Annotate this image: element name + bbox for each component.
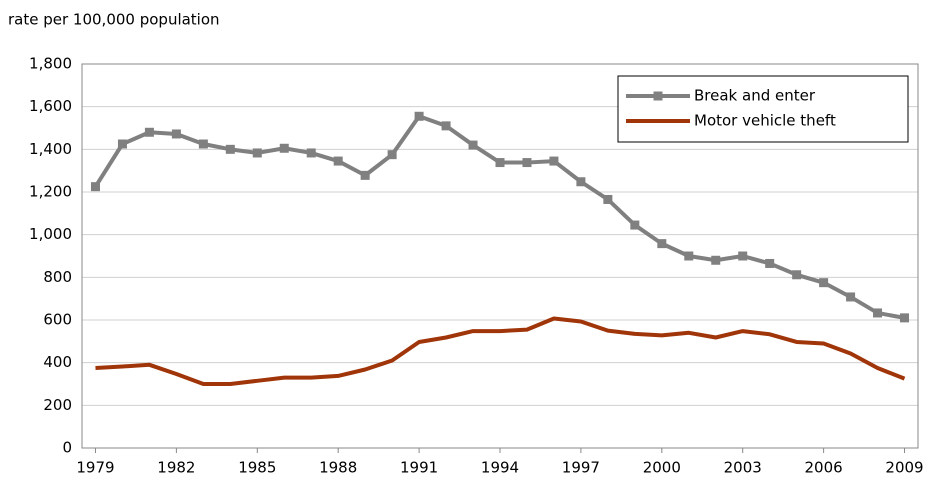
point-marker [90, 182, 100, 192]
point-marker [252, 148, 262, 158]
point-marker [711, 255, 721, 265]
x-tick-label: 1997 [562, 459, 600, 477]
point-marker [171, 129, 181, 139]
x-tick-label: 1991 [400, 459, 438, 477]
x-tick-label: 1988 [319, 459, 357, 477]
point-marker [630, 220, 640, 230]
point-marker [414, 111, 424, 121]
legend-box [617, 75, 909, 143]
point-marker [306, 148, 316, 158]
point-marker [198, 139, 208, 149]
y-tick-label: 1,600 [29, 97, 72, 115]
point-marker [144, 127, 154, 137]
point-marker [657, 239, 667, 249]
x-tick-label: 2003 [724, 459, 762, 477]
y-tick-label: 200 [43, 396, 72, 414]
y-tick-label: 800 [43, 268, 72, 286]
point-marker [360, 170, 370, 180]
point-marker [603, 194, 613, 204]
x-tick-label: 1979 [76, 459, 114, 477]
point-marker [522, 158, 532, 168]
y-tick-label: 1,400 [29, 140, 72, 158]
point-marker [387, 150, 397, 160]
point-marker [738, 251, 748, 261]
point-marker [576, 177, 586, 187]
point-marker [765, 258, 775, 268]
series-line [95, 316, 906, 386]
x-tick-label: 2006 [805, 459, 843, 477]
y-tick-label: 1,800 [29, 55, 72, 73]
y-tick-label: 0 [62, 439, 72, 457]
legend-marker [653, 91, 663, 101]
y-tick-label: 400 [43, 353, 72, 371]
point-marker [819, 278, 829, 288]
point-marker [495, 158, 505, 168]
point-marker [873, 308, 883, 318]
x-tick-label: 2009 [885, 459, 923, 477]
point-marker [549, 156, 559, 166]
point-marker [279, 143, 289, 153]
point-marker [468, 140, 478, 150]
point-marker [846, 292, 856, 302]
series-line [93, 114, 905, 320]
x-tick-label: 1994 [481, 459, 519, 477]
plot-border [81, 63, 919, 449]
point-marker [684, 251, 694, 261]
point-marker [900, 313, 910, 323]
point-marker [441, 121, 451, 131]
y-tick-label: 600 [43, 311, 72, 329]
legend-label: Break and enter [694, 87, 816, 105]
y-tick-label: 1,000 [29, 225, 72, 243]
x-tick-label: 2000 [643, 459, 681, 477]
point-marker [117, 139, 127, 149]
point-marker [225, 144, 235, 154]
legend-label: Motor vehicle theft [694, 112, 836, 130]
x-tick-label: 1982 [157, 459, 195, 477]
y-axis-label: rate per 100,000 population [8, 11, 220, 29]
point-marker [333, 156, 343, 166]
y-tick-label: 1,200 [29, 183, 72, 201]
point-marker [792, 270, 802, 280]
x-tick-label: 1985 [238, 459, 276, 477]
